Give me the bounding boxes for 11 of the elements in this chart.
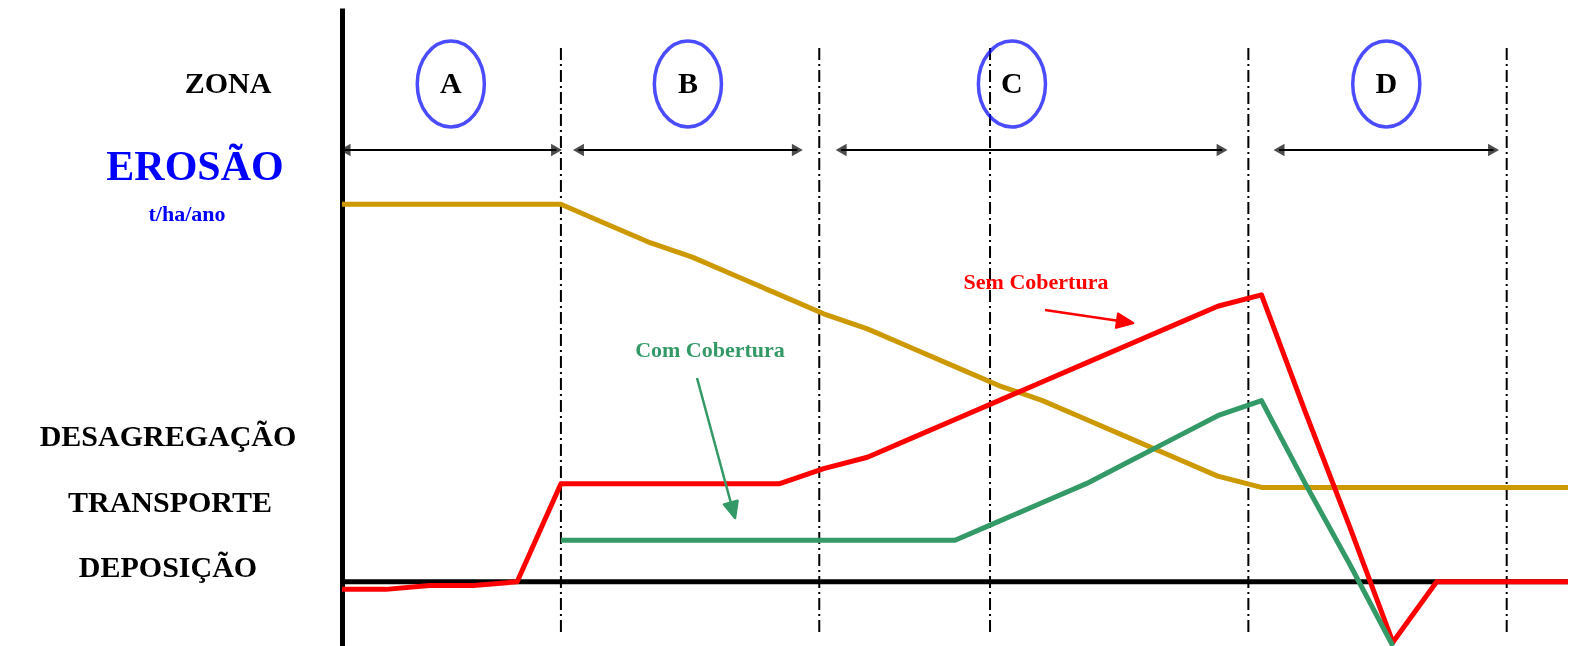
text: A xyxy=(439,66,462,99)
text: ZONA xyxy=(184,66,272,99)
text: Com Cobertura xyxy=(635,337,785,362)
text: TRANSPORTE xyxy=(68,485,272,518)
text: C xyxy=(1001,66,1023,99)
text: Sem Cobertura xyxy=(963,269,1109,294)
text: D xyxy=(1375,66,1398,99)
text: DEPOSIÇÃO xyxy=(78,550,258,583)
text: B xyxy=(677,66,698,99)
y-axis-title: EROSÃO t/ha/ano xyxy=(106,143,284,226)
text: DESAGREGAÇÃO xyxy=(39,419,297,452)
